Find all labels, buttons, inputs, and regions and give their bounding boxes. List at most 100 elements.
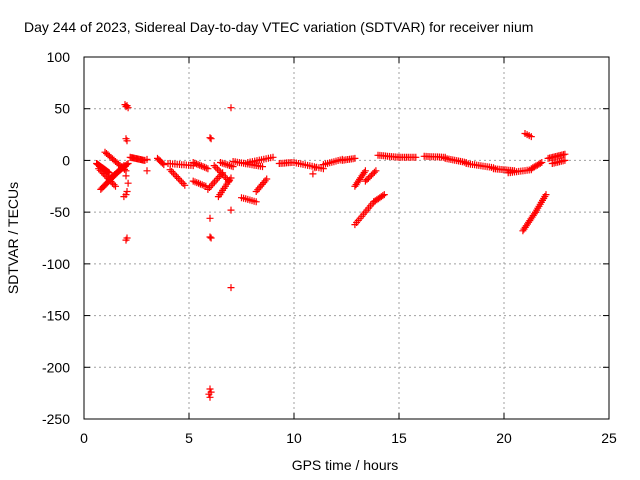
data-point [96,166,104,174]
data-point [123,234,131,242]
data-point [105,176,113,184]
x-tick-labels: 0 5 10 15 20 25 [80,430,617,446]
data-point [189,159,197,166]
chart-title: Day 244 of 2023, Sidereal Day-to-day VTE… [24,19,533,35]
data-point [204,165,212,173]
data-point [194,161,202,169]
data-point [102,173,110,181]
data-point [124,179,132,187]
data-point [257,182,265,190]
data-point [207,234,215,242]
data-point [124,160,132,167]
data-point [179,180,187,187]
data-point [252,198,260,206]
data-point [215,167,223,175]
data-point [309,170,317,178]
data-point [181,181,189,189]
data-point [112,182,119,190]
y-axis-label: SDTVAR / TECUs [5,182,21,294]
data-point [206,233,214,241]
data-point [532,162,540,170]
data-point [107,178,115,185]
data-point [104,174,112,182]
data-point [123,188,131,195]
data-point [542,191,550,199]
data-point [120,193,128,201]
y-tick-label: -100 [42,256,70,272]
data-point [99,170,107,177]
x-axis-label: GPS time / hours [292,457,399,473]
data-point [269,153,277,161]
data-point [123,137,131,145]
x-tick-label: 5 [185,430,193,446]
data-point [227,206,235,214]
data-point [160,161,168,169]
data-point [95,165,103,173]
data-point [105,169,113,177]
y-tick-label: 50 [54,101,70,117]
data-point [364,174,372,182]
data-point [201,163,209,171]
data-point [217,169,225,176]
data-point [561,156,569,164]
data-point [379,192,387,200]
data-point [227,284,235,292]
data-points [93,101,569,401]
y-tick-labels: -250 -200 -150 -100 -50 0 50 100 [42,49,70,427]
data-point [174,174,182,182]
x-tick-label: 0 [80,430,88,446]
data-point [168,168,176,175]
data-point [366,173,374,181]
data-point [218,170,226,178]
data-point [207,135,215,143]
data-point [530,163,538,171]
data-point [98,168,106,176]
data-point [108,179,116,187]
data-point [101,171,109,179]
data-point [360,169,368,176]
x-tick-label: 20 [496,430,512,446]
y-tick-label: -200 [42,359,70,375]
data-point [210,162,218,170]
data-point [206,134,214,142]
data-point [370,168,378,176]
data-point [206,393,214,401]
data-point [561,150,569,158]
data-point [530,210,538,218]
data-point [122,172,130,180]
data-point [169,169,177,177]
data-point [214,165,221,173]
data-point [124,104,132,112]
data-point [536,159,544,167]
x-tick-label: 25 [601,430,617,446]
data-point [123,161,131,169]
data-point [259,163,266,171]
data-point [191,159,199,167]
y-tick-label: 0 [62,152,70,168]
data-point [212,176,220,184]
data-point [202,164,210,172]
data-point [207,182,215,190]
data-point [367,171,375,179]
data-point [412,153,420,161]
data-point [206,214,214,222]
grid-lines [84,57,609,419]
data-point [143,155,151,163]
y-tick-label: 100 [47,49,71,65]
data-point [178,178,185,186]
y-tick-label: -250 [42,411,70,427]
y-tick-label: -50 [50,204,70,220]
data-point [206,385,214,393]
x-tick-label: 15 [391,430,407,446]
data-point [143,167,151,175]
data-point [173,173,181,181]
data-point [212,163,220,171]
data-point [205,390,213,398]
data-point [110,181,118,189]
x-tick-label: 10 [286,430,302,446]
data-point [361,167,369,175]
data-point [197,162,205,170]
data-point [199,163,207,171]
data-point [380,191,388,199]
